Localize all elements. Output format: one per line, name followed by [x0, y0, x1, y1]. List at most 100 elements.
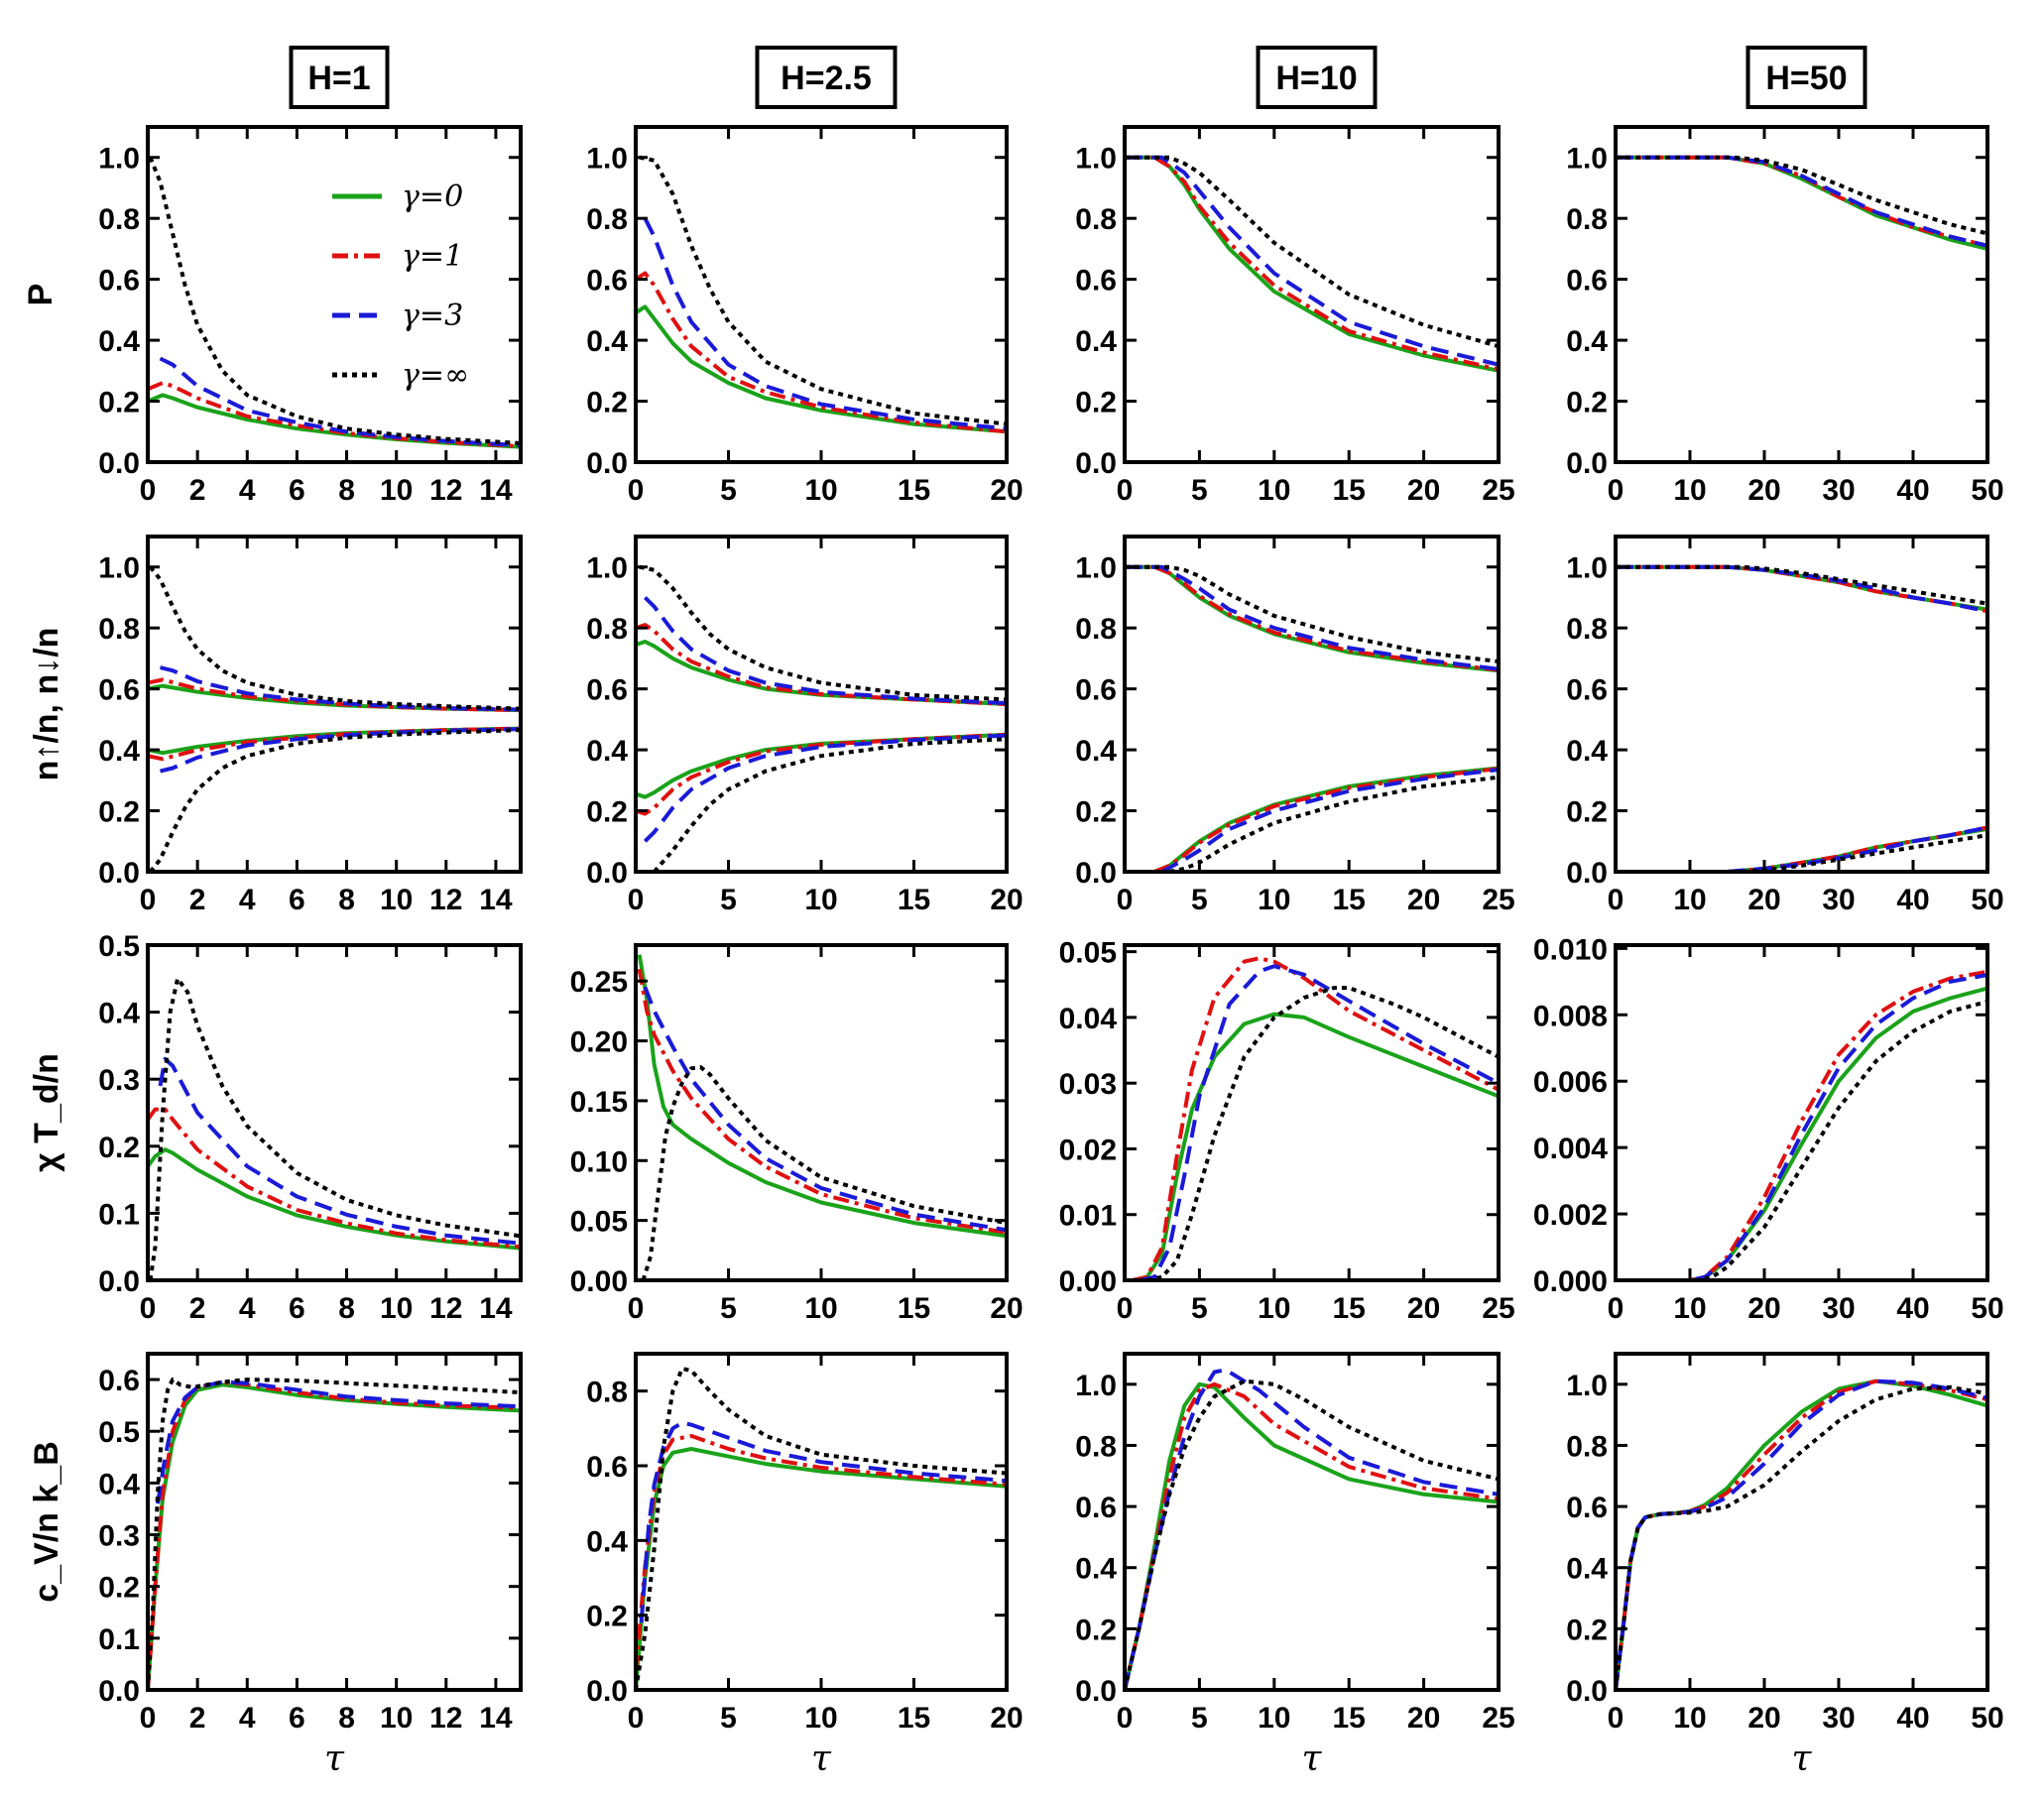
x-tick-label: 12 [429, 1702, 462, 1735]
panel-r2-c3: 0 5 10 15 20 25 0.0 0.2 0.4 0.6 0.8 1.0 [1075, 535, 1515, 916]
y-tick-label: 0.05 [1059, 937, 1117, 970]
x-tick-label: 10 [380, 884, 413, 916]
x-tick-label: 10 [804, 1702, 837, 1735]
x-tick-label: 5 [720, 474, 737, 507]
y-tick-label: 0.0 [1075, 1675, 1117, 1708]
series-line-γ=∞ [148, 976, 521, 1280]
y-tick-label: 0.6 [586, 674, 628, 707]
x-tick-label: 5 [1191, 1292, 1208, 1325]
series-line-γ=1 [1616, 155, 1987, 248]
x-tick-label: 0 [628, 884, 645, 916]
series-line-γ=1-up [1616, 564, 1987, 614]
series-line-γ=0 [1616, 1378, 1987, 1690]
series-line-γ=∞-down [148, 728, 521, 872]
row-label: n↑/n, n↓/n [28, 628, 65, 781]
x-tick-label: 4 [239, 474, 256, 507]
series-line-γ=∞ [1616, 155, 1987, 236]
y-tick-label: 0.1 [98, 1198, 140, 1231]
y-tick-label: 1.0 [1075, 1370, 1117, 1402]
panel-r4-c4: 0 10 20 30 40 50 0.0 0.2 0.4 0.6 0.8 1.0 [1566, 1352, 2004, 1735]
series-line-γ=1 [1125, 1381, 1499, 1690]
x-tick-label: 50 [1971, 1702, 2003, 1735]
y-tick-label: 0.20 [570, 1026, 628, 1059]
y-tick-label: 0.8 [1566, 203, 1608, 236]
panel-frame [634, 1352, 1009, 1692]
series-line-γ=1-down [1153, 767, 1499, 872]
x-tick-label: 10 [1673, 884, 1706, 916]
y-tick-label: 0.0 [1566, 447, 1608, 480]
x-tick-label: 0 [1117, 1292, 1134, 1325]
x-tick-label: 5 [720, 884, 737, 916]
x-tick-label: 14 [479, 1702, 513, 1735]
series-group [1616, 969, 1987, 1280]
x-tick-label: 40 [1896, 1292, 1929, 1325]
y-tick-label: 0.4 [586, 735, 628, 768]
legend-label: γ=3 [402, 299, 463, 333]
x-tick-label: 30 [1822, 1292, 1855, 1325]
panel-frame [1123, 1352, 1501, 1692]
column-title: H=10 [1275, 60, 1357, 97]
x-tick-label: 15 [898, 1702, 930, 1735]
y-tick-label: 0.6 [1075, 1492, 1117, 1524]
series-line-γ=3 [1616, 155, 1987, 248]
series-line-γ=∞ [1125, 155, 1499, 349]
y-tick-label: 0.2 [1075, 796, 1117, 829]
x-tick-label: 8 [338, 1702, 355, 1735]
x-tick-label: 8 [338, 474, 355, 507]
y-tick-label: 0.2 [98, 1572, 140, 1605]
y-tick-label: 0.2 [98, 796, 140, 829]
x-tick-label: 12 [429, 1292, 462, 1325]
series-line-γ=1 [1616, 969, 1987, 1280]
y-tick-label: 0.5 [98, 1416, 140, 1449]
series-line-γ=1 [1132, 956, 1499, 1280]
y-tick-label: 0.006 [1533, 1066, 1608, 1099]
x-tick-label: 25 [1482, 1702, 1514, 1735]
panel-r1-c2: 0 5 10 15 20 0.0 0.2 0.4 0.6 0.8 1.0 [586, 125, 1023, 507]
x-tick-label: 5 [720, 1702, 737, 1735]
panel-r4-c2: 0 5 10 15 20 0.0 0.2 0.4 0.6 0.8 [586, 1352, 1023, 1735]
y-tick-label: 1.0 [98, 143, 140, 176]
panel-frame [146, 943, 523, 1282]
y-tick-label: 0.01 [1059, 1200, 1117, 1233]
series-group [1616, 155, 1987, 251]
series-group [148, 156, 521, 449]
y-tick-label: 0.4 [1566, 325, 1608, 358]
x-tick-label: 10 [1258, 1702, 1290, 1735]
series-line-γ=1 [1616, 1378, 1987, 1690]
x-tick-label: 15 [1333, 884, 1366, 916]
series-group [637, 954, 1007, 1280]
x-tick-label: 10 [1258, 884, 1290, 916]
column-title: H=2.5 [781, 60, 872, 97]
y-tick-label: 1.0 [1566, 552, 1608, 585]
panel-r3-c3: 0 5 10 15 20 25 0.00 0.01 0.02 0.03 0.04 0.05 [1059, 937, 1515, 1325]
series-line-γ=∞ [148, 156, 521, 445]
y-tick-label: 0.6 [1566, 674, 1608, 707]
y-tick-label: 0.004 [1533, 1133, 1608, 1165]
series-line-γ=3 [643, 986, 1007, 1233]
y-tick-label: 0.03 [1059, 1068, 1117, 1101]
y-tick-label: 0.04 [1059, 1003, 1118, 1035]
panel-frame [1614, 1352, 1989, 1692]
y-tick-label: 0.0 [98, 857, 140, 890]
series-group [636, 155, 1007, 434]
column-title-box [1745, 46, 1867, 109]
y-tick-label: 1.0 [1075, 143, 1117, 176]
y-tick-label: 0.4 [586, 1525, 628, 1558]
x-tick-label: 14 [479, 884, 513, 916]
y-tick-label: 0.6 [1566, 265, 1608, 298]
y-tick-label: 0.0 [586, 1675, 628, 1708]
series-group [1125, 1369, 1499, 1690]
series-group [1616, 1378, 1987, 1690]
y-tick-label: 0.1 [98, 1623, 140, 1656]
panel-r3-c1: 0 2 4 6 8 10 12 14 0.0 0.1 0.2 0.3 0.4 0.5 [98, 930, 523, 1325]
series-line-γ=1 [636, 1433, 1007, 1672]
x-tick-label: 0 [140, 474, 157, 507]
y-tick-label: 0.3 [98, 1520, 140, 1553]
series-line-γ=3 [158, 1056, 521, 1246]
y-tick-label: 1.0 [586, 552, 628, 585]
series-line-γ=3-down [1727, 825, 1987, 872]
series-line-γ=0 [636, 304, 1007, 434]
y-tick-label: 1.0 [1566, 1370, 1608, 1402]
x-tick-label: 25 [1482, 884, 1514, 916]
